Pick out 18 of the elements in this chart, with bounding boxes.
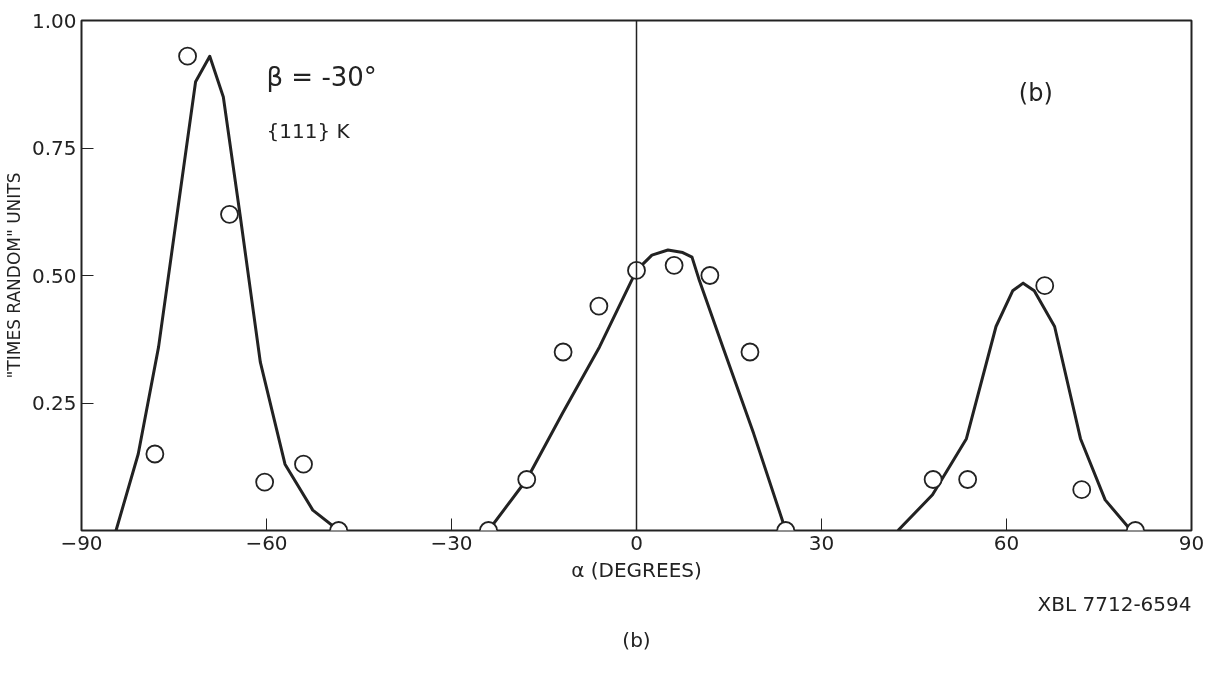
annotation: {111} K	[266, 118, 351, 143]
y-tick-label: 0.25	[31, 391, 77, 415]
text: XBL 7712-6594	[1037, 591, 1192, 616]
x-tick-label: 90	[1178, 530, 1205, 555]
x-axis-title: α (DEGREES)	[571, 557, 702, 582]
y-tick-label: 0.75	[31, 136, 77, 160]
x-tick-label: −90	[60, 530, 103, 555]
annotation: β = -30°	[266, 61, 377, 92]
text: (b)	[622, 627, 651, 652]
y-tick-label: 0.50	[31, 263, 77, 288]
x-tick-label: 30	[808, 530, 835, 555]
x-tick-label: −60	[245, 530, 288, 555]
x-tick-label: 0	[630, 530, 643, 555]
y-tick-label: 1.00	[31, 8, 77, 33]
y-axis-title: "TIMES RANDOM" UNITS	[3, 172, 24, 379]
annotation: (b)	[1018, 79, 1053, 108]
x-tick-label: 60	[993, 530, 1020, 555]
x-tick-label: −30	[430, 530, 473, 555]
